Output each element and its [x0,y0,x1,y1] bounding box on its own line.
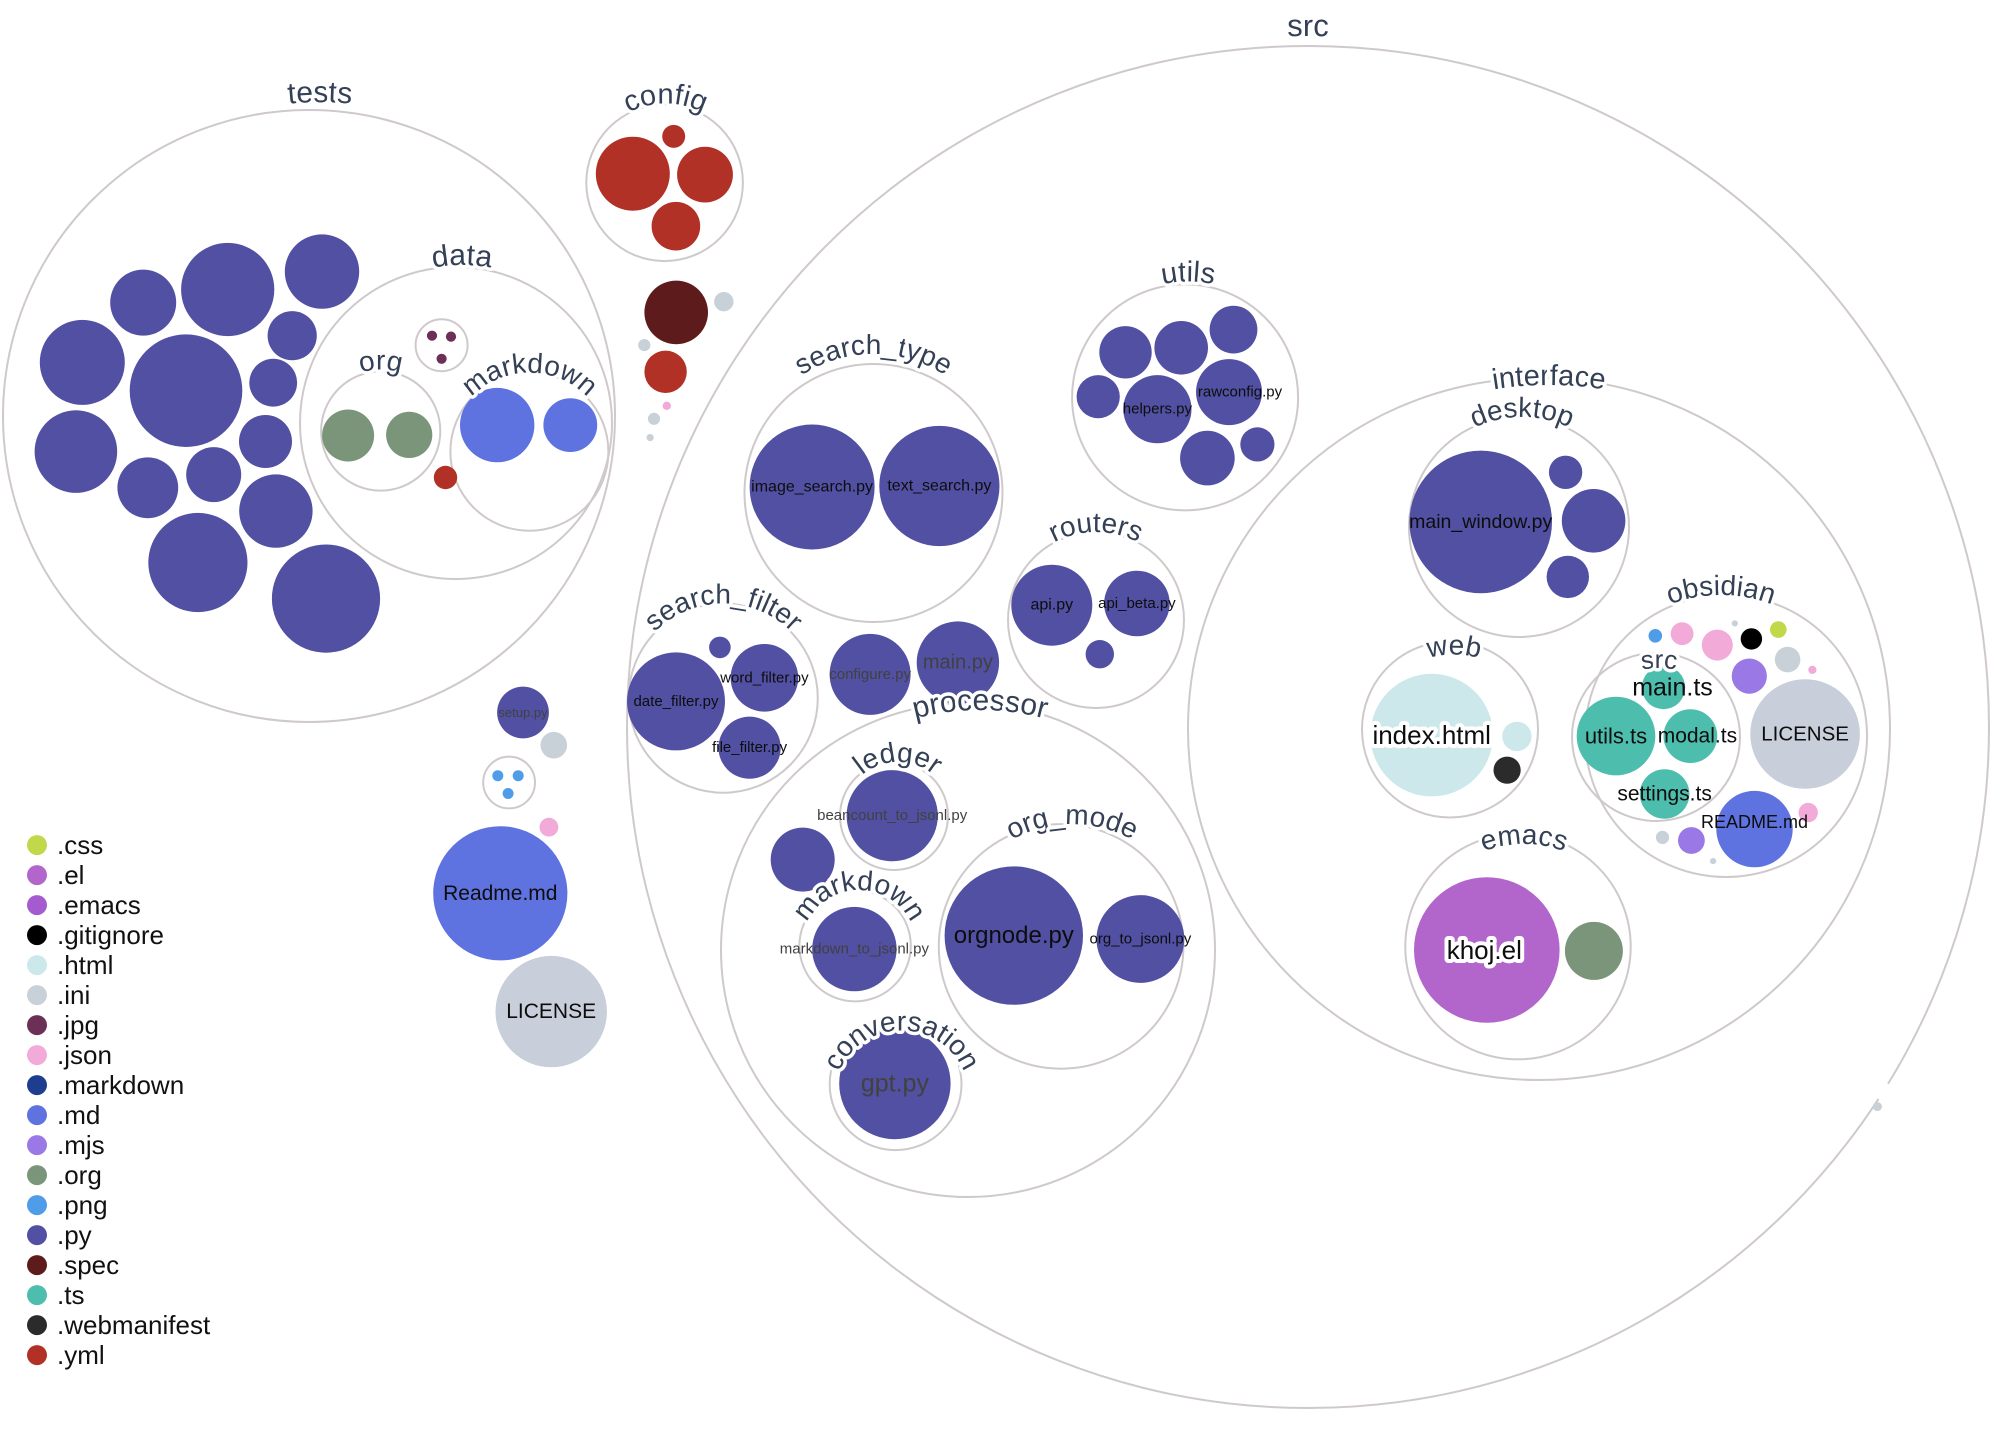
svg-text:LICENSE: LICENSE [1761,723,1849,746]
svg-text:.yml: .yml [57,1340,105,1370]
svg-text:khoj.el: khoj.el [1447,935,1522,965]
svg-text:.css: .css [57,830,103,860]
svg-text:.markdown: .markdown [57,1070,184,1100]
svg-text:utils.ts: utils.ts [1585,724,1647,749]
svg-text:file_filter.py: file_filter.py [712,739,788,756]
svg-text:.emacs: .emacs [57,890,141,920]
svg-text:text_search.py: text_search.py [887,478,991,495]
svg-text:api_beta.py: api_beta.py [1098,595,1176,612]
svg-text:org_to_jsonl.py: org_to_jsonl.py [1090,931,1192,948]
svg-text:tests: tests [286,76,354,111]
svg-text:web: web [1423,629,1484,663]
svg-text:configure.py: configure.py [829,666,911,683]
svg-text:README.md: README.md [1701,812,1808,832]
svg-text:modal.ts: modal.ts [1658,725,1737,748]
svg-text:main_window.py: main_window.py [1409,511,1552,533]
svg-text:.ts: .ts [57,1280,84,1310]
svg-text:setup.py: setup.py [498,705,548,720]
svg-text:image_search.py: image_search.py [751,479,873,496]
svg-text:gpt.py: gpt.py [861,1070,930,1098]
svg-text:Readme.md: Readme.md [443,882,557,905]
svg-text:utils: utils [1159,256,1218,291]
svg-text:date_filter.py: date_filter.py [633,693,719,710]
svg-text:.jpg: .jpg [57,1010,99,1040]
svg-text:.html: .html [57,950,113,980]
svg-text:src: src [1287,8,1329,43]
svg-text:.png: .png [57,1190,108,1220]
svg-text:LICENSE: LICENSE [506,1000,596,1023]
svg-text:.org: .org [57,1160,102,1190]
svg-text:.spec: .spec [57,1250,119,1280]
svg-text:interface: interface [1490,360,1608,396]
svg-text:.el: .el [57,860,84,890]
svg-text:word_filter.py: word_filter.py [719,669,809,686]
svg-text:rawconfig.py: rawconfig.py [1198,384,1283,401]
svg-text:settings.ts: settings.ts [1617,783,1712,806]
svg-text:.md: .md [57,1100,100,1130]
svg-text:.mjs: .mjs [57,1130,105,1160]
svg-text:org: org [356,344,406,378]
svg-text:.gitignore: .gitignore [57,920,164,950]
svg-text:.py: .py [57,1220,92,1250]
svg-text:api.py: api.py [1030,597,1073,614]
svg-text:data: data [430,239,495,275]
svg-text:beancount_to_jsonl.py: beancount_to_jsonl.py [817,807,968,824]
svg-text:index.html: index.html [1372,720,1491,750]
svg-text:markdown_to_jsonl.py: markdown_to_jsonl.py [780,941,930,958]
svg-text:.json: .json [57,1040,112,1070]
svg-text:main.ts: main.ts [1632,674,1713,702]
svg-text:orgnode.py: orgnode.py [954,922,1074,949]
svg-text:.ini: .ini [57,980,90,1010]
svg-text:helpers.py: helpers.py [1123,401,1193,418]
svg-text:.webmanifest: .webmanifest [57,1310,211,1340]
svg-text:main.py: main.py [923,652,993,674]
svg-text:src: src [1639,644,1679,675]
